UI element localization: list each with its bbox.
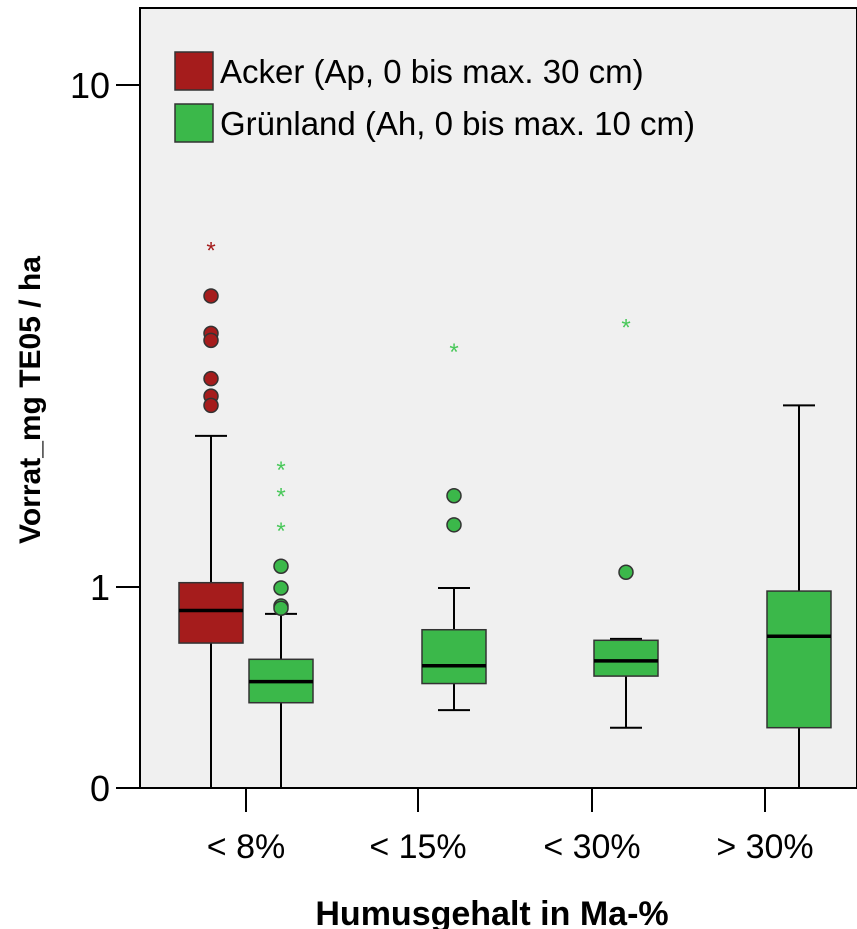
outlier-point xyxy=(273,580,289,596)
box-iqr xyxy=(593,639,659,677)
y-tick-label: 0 xyxy=(90,768,110,809)
outlier-point xyxy=(446,487,462,504)
x-axis-label: Humusgehalt in Ma-% xyxy=(315,895,668,929)
x-tick-label: < 8% xyxy=(207,828,285,866)
outlier-point xyxy=(203,288,219,304)
plot-area: ****** xyxy=(139,7,857,789)
extreme-point: * xyxy=(206,238,215,265)
gruenland-box: * xyxy=(421,339,487,712)
legend: Acker (Ap, 0 bis max. 30 cm) Grünland (Ah… xyxy=(174,51,695,143)
x-tick-label: < 30% xyxy=(543,828,640,866)
gruenland-box: *** xyxy=(248,457,314,789)
outlier-point xyxy=(203,332,219,349)
outlier-point xyxy=(618,564,634,580)
y-tick-label: 10 xyxy=(70,65,110,106)
extreme-point: * xyxy=(276,518,285,545)
plot-background xyxy=(139,7,857,789)
legend-swatch xyxy=(174,51,214,91)
extreme-point: * xyxy=(449,339,458,366)
extreme-point: * xyxy=(621,315,630,342)
y-axis-label: Vorrat_mg TE05 / ha xyxy=(14,256,47,544)
x-tick-label: > 30% xyxy=(716,828,813,866)
box-iqr xyxy=(766,590,832,729)
box-iqr xyxy=(421,628,487,685)
extreme-point: * xyxy=(276,457,285,484)
outlier-point xyxy=(273,558,289,574)
legend-label: Grünland (Ah, 0 bis max. 10 cm) xyxy=(220,105,695,142)
outlier-point xyxy=(203,370,219,387)
legend-swatch xyxy=(174,103,214,143)
extreme-point: * xyxy=(276,484,285,511)
acker-box: * xyxy=(178,238,244,789)
box-iqr xyxy=(178,581,244,644)
x-tick-label: < 15% xyxy=(369,828,466,866)
outlier-point xyxy=(446,517,462,533)
outlier-point xyxy=(273,600,289,616)
gruenland-box: * xyxy=(593,315,659,729)
legend-label: Acker (Ap, 0 bis max. 30 cm) xyxy=(220,53,644,90)
outlier-point xyxy=(203,397,219,414)
gruenland-box xyxy=(766,404,832,789)
y-tick-label: 1 xyxy=(90,567,110,608)
